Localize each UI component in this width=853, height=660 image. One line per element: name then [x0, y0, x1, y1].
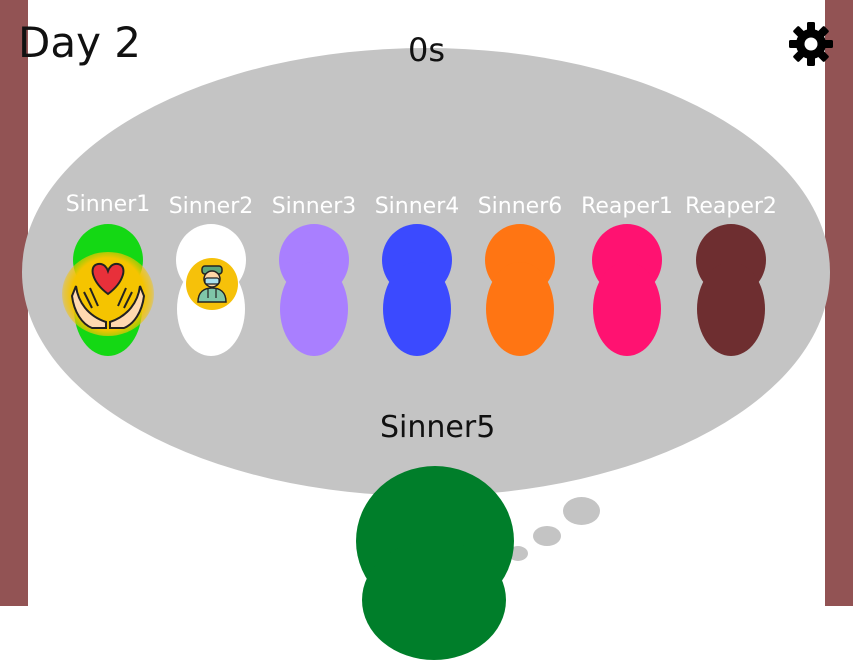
player-reaper1[interactable]: Reaper1	[577, 194, 677, 364]
player-name: Sinner6	[477, 194, 563, 219]
player-name: Sinner4	[374, 194, 460, 219]
player-body	[486, 262, 554, 356]
player-name: Sinner1	[65, 192, 151, 217]
right-border	[825, 0, 853, 606]
player-sinner3[interactable]: Sinner3	[264, 194, 364, 364]
player-name: Reaper1	[581, 194, 673, 219]
player-reaper2[interactable]: Reaper2	[681, 194, 781, 364]
doctor-icon	[186, 258, 238, 310]
player-name: Sinner3	[271, 194, 357, 219]
gear-icon	[789, 22, 833, 66]
player-body	[383, 262, 451, 356]
thought-bubble	[563, 497, 600, 525]
player-body	[280, 262, 348, 356]
player-sinner4[interactable]: Sinner4	[367, 194, 467, 364]
player-body	[593, 262, 661, 356]
timer: 0s	[408, 31, 446, 69]
player-name: Reaper2	[685, 194, 777, 219]
self-player-body	[362, 540, 506, 660]
player-sinner6[interactable]: Sinner6	[470, 194, 570, 364]
day-label: Day 2	[18, 18, 142, 67]
player-name: Sinner2	[168, 194, 254, 219]
settings-button[interactable]	[787, 20, 835, 68]
player-body	[697, 262, 765, 356]
self-player-name: Sinner5	[380, 410, 496, 445]
thought-bubble	[533, 526, 561, 546]
left-border	[0, 0, 28, 606]
healing-hands-heart-icon	[62, 252, 154, 336]
